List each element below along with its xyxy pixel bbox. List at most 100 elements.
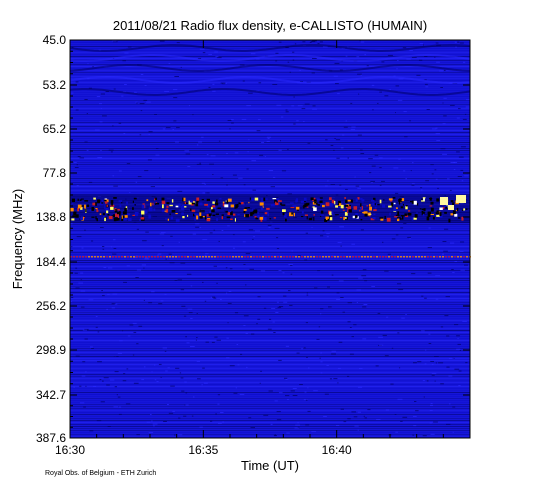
band-pixel	[113, 197, 117, 199]
texture-speck	[144, 258, 149, 260]
texture-speck	[379, 184, 382, 186]
texture-speck	[289, 304, 293, 306]
texture-speck	[377, 102, 379, 104]
band-pixel	[274, 199, 277, 203]
band-pixel	[276, 201, 279, 203]
band-pixel	[331, 214, 333, 217]
burst-highlight	[448, 205, 454, 210]
texture-speck	[428, 333, 431, 335]
texture-speck	[70, 92, 74, 94]
texture-speck	[94, 129, 100, 131]
texture-stripe	[70, 224, 470, 225]
texture-speck	[87, 63, 89, 65]
texture-speck	[357, 187, 361, 189]
texture-speck	[256, 323, 258, 325]
texture-stripe	[70, 416, 470, 417]
texture-speck	[270, 186, 275, 188]
texture-speck	[75, 355, 80, 357]
band-pixel	[348, 209, 352, 213]
texture-speck	[132, 322, 137, 324]
band-pixel	[427, 211, 431, 215]
texture-stripe	[70, 320, 470, 321]
texture-speck	[113, 248, 117, 249]
texture-speck	[279, 306, 284, 308]
texture-speck	[228, 291, 232, 292]
texture-speck	[220, 412, 224, 413]
band-pixel	[370, 199, 375, 202]
texture-stripe	[70, 84, 470, 85]
band-pixel	[226, 216, 231, 219]
band-pixel	[184, 201, 186, 204]
band-pixel	[329, 197, 332, 201]
texture-speck	[336, 292, 340, 294]
texture-speck	[417, 361, 422, 363]
band-pixel	[199, 202, 203, 206]
texture-speck	[113, 185, 118, 187]
texture-speck	[252, 189, 256, 191]
texture-speck	[71, 297, 74, 298]
texture-stripe	[70, 348, 470, 349]
texture-speck	[322, 46, 328, 48]
texture-stripe	[70, 266, 470, 267]
band-pixel	[293, 212, 295, 217]
texture-speck	[124, 84, 127, 85]
texture-speck	[90, 346, 93, 348]
emission-pixel	[70, 256, 72, 258]
band-pixel	[456, 207, 459, 212]
band-pixel	[320, 214, 324, 216]
band-pixel	[133, 197, 137, 200]
band-pixel	[345, 199, 348, 203]
texture-speck	[146, 101, 151, 103]
band-pixel	[313, 214, 315, 216]
texture-speck	[402, 416, 408, 418]
texture-speck	[136, 102, 138, 104]
texture-stripe	[70, 186, 470, 187]
texture-speck	[405, 178, 407, 180]
texture-speck	[264, 156, 266, 158]
texture-speck	[148, 133, 151, 135]
texture-speck	[423, 396, 425, 398]
texture-speck	[241, 118, 247, 120]
texture-speck	[427, 272, 432, 274]
band-pixel	[92, 202, 96, 206]
band-pixel	[343, 216, 345, 221]
texture-speck	[126, 163, 131, 165]
texture-speck	[350, 128, 356, 130]
texture-speck	[444, 228, 449, 230]
texture-stripe	[70, 74, 470, 75]
texture-speck	[305, 232, 308, 234]
texture-speck	[181, 390, 185, 392]
texture-speck	[282, 272, 285, 274]
texture-speck	[247, 151, 249, 153]
band-pixel	[317, 204, 320, 206]
texture-stripe	[70, 364, 470, 365]
texture-speck	[305, 424, 310, 426]
band-pixel	[400, 218, 402, 220]
band-pixel	[421, 200, 425, 202]
texture-speck	[122, 380, 127, 382]
texture-speck	[364, 280, 368, 282]
band-pixel	[153, 208, 156, 211]
band-pixel	[405, 205, 408, 207]
texture-speck	[142, 240, 147, 242]
band-pixel	[331, 211, 334, 215]
band-pixel	[110, 206, 114, 210]
texture-speck	[446, 335, 450, 337]
texture-speck	[147, 159, 152, 161]
texture-speck	[272, 84, 278, 85]
band-pixel	[72, 215, 77, 218]
texture-speck	[287, 148, 289, 150]
texture-speck	[442, 241, 447, 242]
texture-stripe	[70, 392, 470, 393]
band-pixel	[319, 200, 323, 203]
band-pixel	[413, 200, 417, 205]
texture-speck	[274, 400, 278, 402]
texture-speck	[293, 96, 295, 98]
band-pixel	[263, 197, 266, 202]
texture-speck	[209, 232, 213, 234]
texture-stripe	[70, 150, 470, 151]
texture-speck	[113, 88, 116, 90]
burst-highlight	[456, 195, 466, 203]
band-pixel	[183, 206, 187, 208]
emission-pixel	[118, 256, 120, 258]
